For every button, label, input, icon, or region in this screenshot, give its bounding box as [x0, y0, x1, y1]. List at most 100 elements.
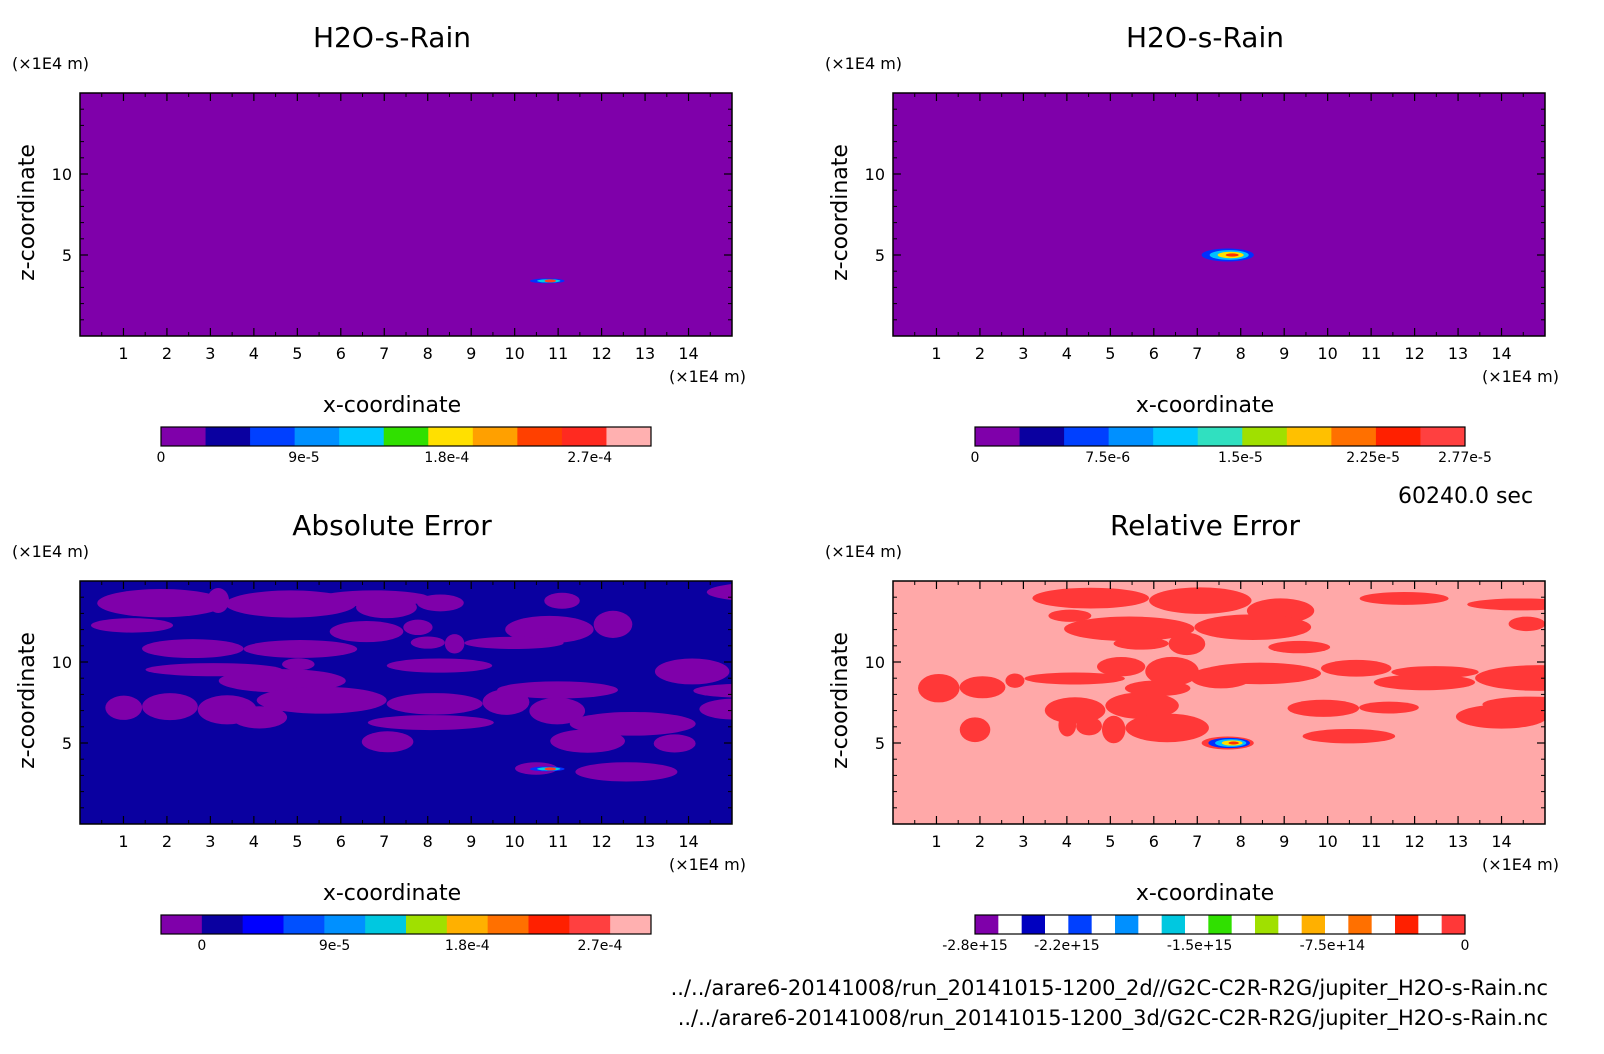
colorbar-swatch: [250, 427, 296, 446]
error-patch: [505, 615, 594, 644]
x-tick-label: 6: [336, 832, 346, 851]
colorbar-tick-label: 1.8e-4: [424, 450, 469, 466]
colorbar-swatch: [1197, 427, 1243, 446]
x-tick-label: 11: [1361, 832, 1381, 851]
panel-3: Absolute Error(×1E4 m)1 2 3 4 5 6 7 8 9 10 11 12 13 1…: [12, 509, 746, 954]
error-patch: [1124, 680, 1191, 697]
heatmap-background: [893, 93, 1545, 336]
error-patch: [1058, 713, 1077, 737]
x-tick-label: 12: [591, 344, 611, 363]
x-tick-label: 1: [931, 832, 941, 851]
error-patch: [1268, 640, 1331, 654]
y-axis-label: z-coordinate: [828, 632, 853, 769]
error-patch: [410, 636, 445, 649]
error-patch: [243, 640, 358, 658]
colorbar-swatch: [1348, 915, 1373, 934]
x-tick-label: 10: [1317, 344, 1337, 363]
x-tick-label: 2: [162, 344, 172, 363]
x-tick-label: 10: [1317, 832, 1337, 851]
colorbar-swatch: [1161, 915, 1186, 934]
error-patch: [529, 697, 586, 725]
x-tick-label: 3: [1018, 832, 1028, 851]
x-tick-label: 9: [466, 344, 476, 363]
x-tick-label: 12: [1404, 344, 1424, 363]
colorbar-tick-label: 7.5e-6: [1085, 450, 1130, 466]
colorbar-swatch: [1418, 915, 1443, 934]
colorbar-tick-label: -2.8e+15: [942, 938, 1007, 954]
colorbar-swatch: [161, 915, 203, 934]
y-axis-label: z-coordinate: [15, 144, 40, 281]
colorbar-tick-label: 0: [1461, 938, 1470, 954]
x-tick-label: 12: [591, 832, 611, 851]
y-tick-label: 10: [865, 653, 885, 672]
panel-4: Relative Error(×1E4 m)1 2 3 4 5 6 7 8 9 10 11 12 13 1…: [825, 509, 1559, 954]
y-axis-label: z-coordinate: [828, 144, 853, 281]
error-patch: [142, 639, 244, 659]
colorbar-swatch: [610, 915, 652, 934]
error-patch: [1145, 656, 1199, 686]
x-axis-label: x-coordinate: [1136, 881, 1274, 906]
error-patch: [959, 676, 1006, 699]
error-patch: [1373, 674, 1476, 691]
x-tick-label: 4: [249, 344, 259, 363]
colorbar-frame: [974, 426, 1466, 447]
colorbar-swatch: [1019, 427, 1065, 446]
error-patch: [959, 717, 991, 743]
x-tick-label: 2: [975, 344, 985, 363]
colorbar-tick-label: 2.77e-5: [1438, 450, 1492, 466]
x-tick-label: 7: [1192, 344, 1202, 363]
error-patch: [386, 693, 483, 715]
colorbar-swatch: [517, 427, 563, 446]
colorbar-swatch: [446, 915, 489, 934]
error-patch: [1105, 692, 1179, 720]
error-patch: [225, 590, 357, 618]
colorbar-swatch: [339, 427, 385, 446]
x-tick-label: 5: [292, 832, 302, 851]
colorbar-swatch: [283, 915, 325, 934]
x-tick-label: 9: [466, 832, 476, 851]
error-patch: [444, 634, 465, 654]
colorbar-tick-label: 0: [157, 450, 166, 466]
heatmap-field: [893, 581, 1545, 824]
error-patch: [90, 618, 174, 633]
error-patch: [256, 686, 387, 714]
panel-2: H2O-s-Rain(×1E4 m)1 2 3 4 5 6 7 8 9 10 11 12 13 14510…: [825, 21, 1559, 466]
x-tick-label: 6: [1149, 344, 1159, 363]
panel-title: Relative Error: [1110, 509, 1301, 542]
colorbar-swatch: [472, 427, 518, 446]
error-patch: [693, 684, 732, 698]
colorbar-swatch: [561, 427, 607, 446]
colorbar-swatch: [975, 427, 1021, 446]
error-patch: [356, 596, 417, 619]
error-patch: [1194, 614, 1312, 641]
feature-blob: [1225, 253, 1239, 257]
feature-blob: [1228, 741, 1239, 745]
colorbar-swatch: [1395, 915, 1419, 934]
colorbar-swatch: [1115, 915, 1139, 934]
error-patch: [1455, 704, 1545, 729]
x-unit-label: (×1E4 m): [669, 855, 746, 874]
error-patch: [105, 695, 143, 720]
error-patch: [1097, 657, 1146, 677]
error-patch: [386, 658, 493, 673]
colorbar-swatch: [1301, 915, 1326, 934]
error-patch: [97, 589, 226, 618]
x-unit-label: (×1E4 m): [669, 367, 746, 386]
colorbar-swatch: [1278, 915, 1303, 934]
colorbar-swatch: [1325, 915, 1349, 934]
error-patch: [1190, 666, 1252, 689]
x-tick-label: 6: [336, 344, 346, 363]
y-unit-label: (×1E4 m): [825, 542, 902, 561]
x-tick-label: 14: [678, 832, 698, 851]
colorbar-swatch: [161, 427, 207, 446]
error-patch: [497, 681, 618, 699]
x-axis-label: x-coordinate: [1136, 393, 1274, 418]
error-patch: [593, 610, 633, 638]
colorbar-swatch: [365, 915, 407, 934]
heatmap-background: [80, 93, 732, 336]
x-tick-label: 5: [1105, 832, 1115, 851]
colorbar-tick-label: -2.2e+15: [1034, 938, 1099, 954]
error-patch: [464, 636, 564, 650]
x-tick-label: 4: [249, 832, 259, 851]
